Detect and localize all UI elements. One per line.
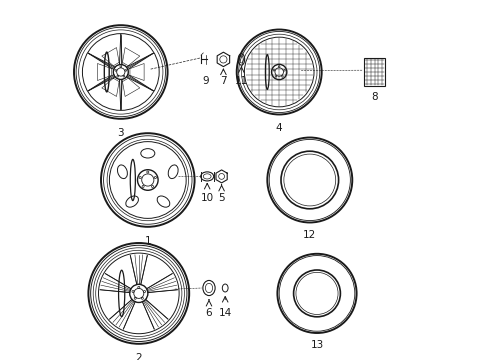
Text: 12: 12	[303, 230, 317, 240]
Text: 9: 9	[202, 76, 209, 86]
Text: 14: 14	[219, 308, 232, 318]
Text: 6: 6	[206, 308, 212, 318]
Bar	[364, 58, 385, 86]
Text: 8: 8	[371, 92, 378, 102]
Text: 13: 13	[310, 340, 323, 350]
Text: 3: 3	[118, 128, 124, 138]
Text: 10: 10	[200, 193, 214, 203]
Text: 11: 11	[235, 76, 248, 86]
Text: 5: 5	[218, 193, 225, 203]
Text: 4: 4	[276, 123, 283, 133]
Text: 1: 1	[145, 236, 151, 246]
Text: 2: 2	[136, 353, 142, 360]
Text: 7: 7	[220, 76, 227, 86]
